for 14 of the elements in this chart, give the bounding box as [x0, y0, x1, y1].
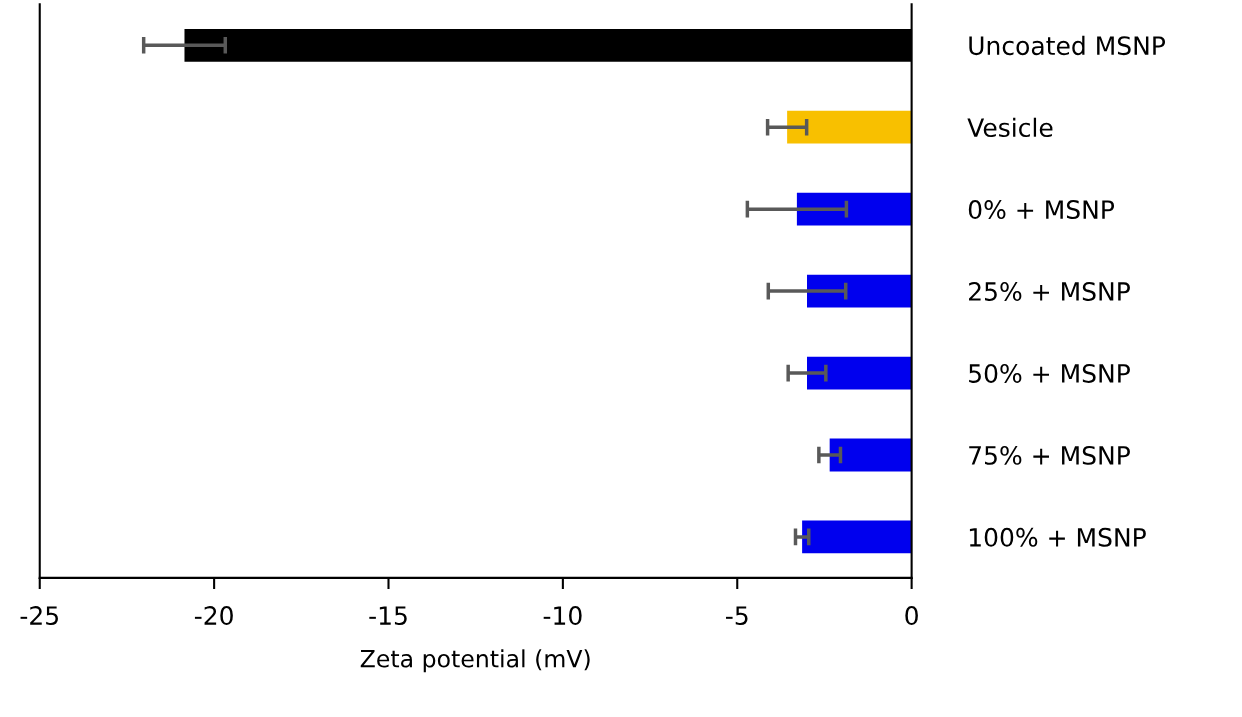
- y-tick-label: 25% + MSNP: [969, 282, 1130, 301]
- x-axis-title: Zeta potential (mV): [360, 649, 590, 673]
- y-tick-label: 0% + MSNP: [968, 200, 1115, 220]
- x-tick-label: -15: [369, 606, 407, 626]
- x-tick-label: -20: [194, 606, 233, 626]
- y-tick-label: 50% + MSNP: [969, 363, 1130, 383]
- y-tick-label: 75% + MSNP: [969, 445, 1130, 465]
- y-tick-label: 100% + MSNP: [969, 527, 1146, 547]
- y-tick-label: Uncoated MSNP: [969, 35, 1166, 56]
- x-tick-label: -25: [20, 606, 58, 626]
- x-tick-label: -5: [726, 606, 748, 626]
- x-tick-label: 0: [905, 606, 918, 626]
- y-tick-label: Vesicle: [967, 117, 1053, 138]
- x-tick-label: -10: [543, 606, 582, 626]
